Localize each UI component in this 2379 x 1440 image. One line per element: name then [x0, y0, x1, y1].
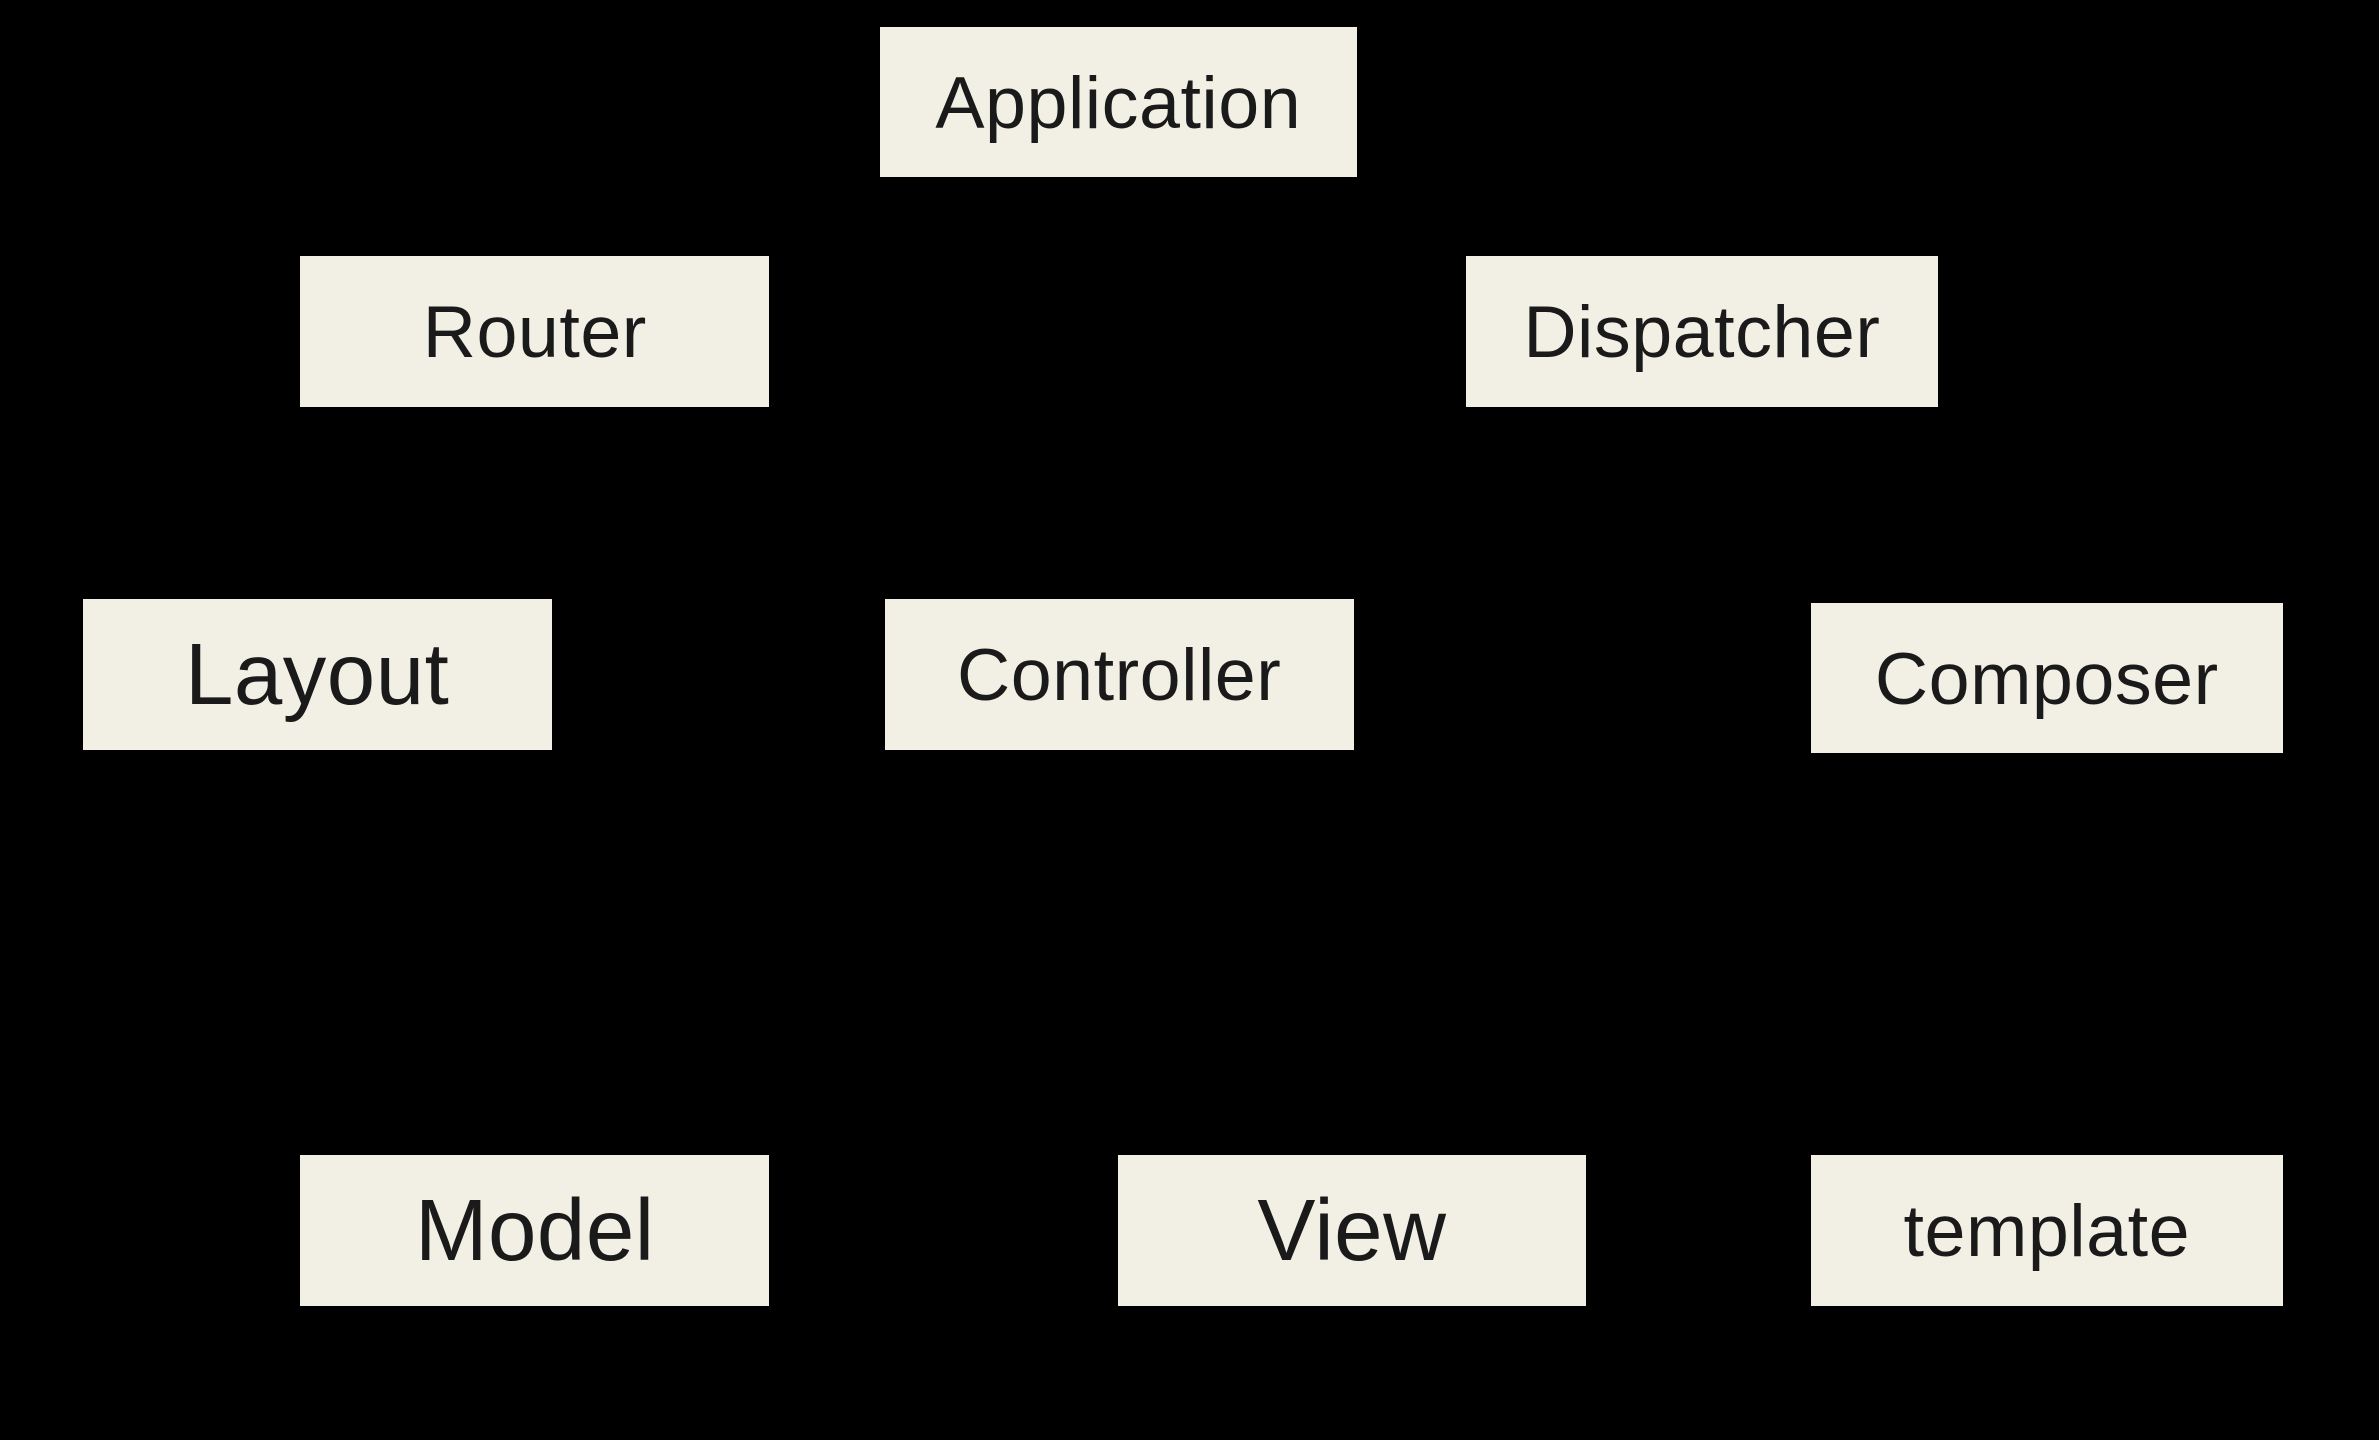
node-label: Dispatcher [1523, 289, 1880, 374]
node-dispatcher: Dispatcher [1466, 256, 1938, 407]
node-model: Model [300, 1155, 769, 1306]
node-composer: Composer [1811, 603, 2283, 754]
diagram-canvas: Application Router Dispatcher Layout Con… [0, 0, 2379, 1440]
node-label: Composer [1875, 636, 2219, 721]
node-router: Router [300, 256, 769, 407]
node-label: Router [423, 289, 647, 374]
node-label: Layout [185, 625, 449, 725]
node-label: Application [935, 60, 1301, 145]
node-controller: Controller [885, 599, 1354, 750]
node-layout: Layout [83, 599, 552, 750]
node-template: template [1811, 1155, 2283, 1306]
node-label: Controller [957, 632, 1281, 717]
node-label: Model [415, 1181, 655, 1281]
node-label: template [1904, 1188, 2191, 1273]
node-application: Application [880, 27, 1357, 178]
node-view: View [1118, 1155, 1587, 1306]
node-label: View [1257, 1181, 1446, 1281]
